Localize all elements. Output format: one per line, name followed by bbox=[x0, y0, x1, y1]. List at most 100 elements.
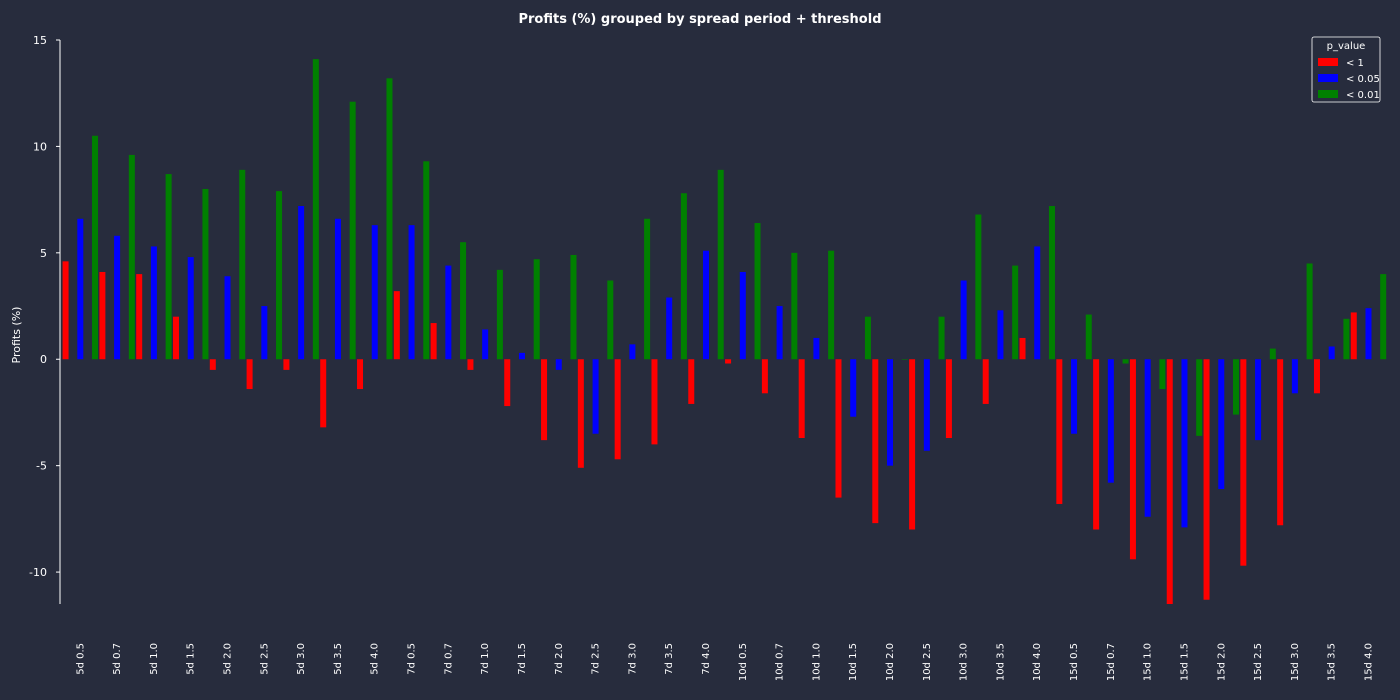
y-tick-label-4: 10 bbox=[33, 140, 47, 153]
bar-2-12 bbox=[533, 259, 540, 360]
bar-2-0 bbox=[92, 135, 99, 360]
bars-group bbox=[62, 59, 1387, 604]
bar-0-12 bbox=[504, 359, 511, 407]
x-tick-label-6: 5d 3.0 bbox=[296, 643, 307, 675]
y-tick-label-2: 0 bbox=[40, 353, 47, 366]
bar-0-32 bbox=[1240, 359, 1247, 566]
x-tick-label-19: 10d 0.7 bbox=[775, 643, 786, 681]
bar-2-25 bbox=[1012, 265, 1019, 360]
bar-1-24 bbox=[960, 280, 967, 360]
bar-1-21 bbox=[850, 359, 857, 417]
legend-swatch-2 bbox=[1318, 90, 1338, 98]
bar-0-26 bbox=[1019, 337, 1026, 360]
legend-label-1: < 0.05 bbox=[1346, 74, 1380, 85]
x-tick-label-35: 15d 4.0 bbox=[1363, 643, 1374, 681]
bar-0-11 bbox=[467, 359, 474, 370]
x-tick-label-18: 10d 0.5 bbox=[738, 643, 749, 681]
x-tick-label-2: 5d 1.0 bbox=[149, 643, 160, 675]
bar-0-5 bbox=[246, 359, 253, 390]
bar-0-18 bbox=[725, 359, 732, 364]
bar-2-7 bbox=[349, 101, 356, 360]
bar-1-18 bbox=[739, 271, 746, 360]
bar-1-11 bbox=[482, 329, 489, 360]
bar-2-17 bbox=[717, 169, 724, 360]
bar-0-10 bbox=[430, 323, 437, 360]
bar-0-17 bbox=[688, 359, 695, 404]
bar-0-29 bbox=[1129, 359, 1136, 560]
bar-2-5 bbox=[276, 191, 283, 360]
x-tick-label-0: 5d 0.5 bbox=[75, 643, 86, 675]
bar-2-16 bbox=[680, 193, 687, 360]
bar-2-4 bbox=[239, 169, 246, 360]
bar-2-21 bbox=[864, 316, 871, 360]
bar-0-24 bbox=[945, 359, 952, 438]
bar-0-16 bbox=[651, 359, 658, 445]
bar-2-23 bbox=[938, 316, 945, 360]
x-tick-label-9: 7d 0.5 bbox=[407, 643, 418, 675]
bar-1-33 bbox=[1291, 359, 1298, 394]
bar-0-35 bbox=[1350, 312, 1357, 360]
legend-swatch-0 bbox=[1318, 58, 1338, 66]
x-tick-label-12: 7d 1.5 bbox=[517, 643, 528, 675]
bar-2-30 bbox=[1196, 359, 1203, 436]
bar-0-1 bbox=[99, 271, 106, 360]
x-tick-label-4: 5d 2.0 bbox=[223, 643, 234, 675]
bar-2-18 bbox=[754, 223, 761, 360]
legend-label-2: < 0.01 bbox=[1346, 90, 1380, 101]
bar-0-7 bbox=[320, 359, 327, 428]
bar-1-23 bbox=[923, 359, 930, 451]
x-tick-label-15: 7d 3.0 bbox=[627, 643, 638, 675]
x-tick-label-1: 5d 0.7 bbox=[112, 643, 123, 675]
y-tick-label-3: 5 bbox=[40, 247, 47, 260]
bar-2-35 bbox=[1380, 274, 1387, 360]
bar-1-35 bbox=[1365, 308, 1372, 360]
x-tick-label-20: 10d 1.0 bbox=[811, 643, 822, 681]
bar-0-21 bbox=[835, 359, 842, 498]
bar-0-0 bbox=[62, 261, 69, 360]
legend-frame bbox=[1311, 36, 1381, 103]
x-tick-label-26: 10d 4.0 bbox=[1032, 643, 1043, 681]
x-axis-ticks: 5d 0.5 5d 0.7 5d 1.0 5d 1.5 5d 2.0 5d 2.5 5d 3… bbox=[75, 643, 1374, 681]
bar-2-14 bbox=[607, 280, 614, 360]
bar-1-26 bbox=[1034, 246, 1041, 360]
legend-swatch-1 bbox=[1318, 74, 1338, 82]
bar-2-26 bbox=[1048, 206, 1055, 360]
bar-1-9 bbox=[408, 225, 415, 360]
bar-0-4 bbox=[209, 359, 216, 370]
bar-2-11 bbox=[496, 269, 503, 360]
bar-1-28 bbox=[1107, 359, 1114, 483]
x-tick-label-29: 15d 1.0 bbox=[1143, 643, 1154, 681]
bar-2-34 bbox=[1343, 318, 1350, 360]
bar-1-2 bbox=[150, 246, 157, 360]
bar-2-33 bbox=[1306, 263, 1313, 360]
y-axis-label: Profits (%) bbox=[10, 307, 23, 364]
bar-0-23 bbox=[909, 359, 916, 530]
x-tick-label-11: 7d 1.0 bbox=[480, 643, 491, 675]
bar-1-6 bbox=[298, 206, 305, 360]
bar-2-32 bbox=[1269, 348, 1276, 360]
bar-0-2 bbox=[136, 274, 143, 360]
x-tick-label-17: 7d 4.0 bbox=[701, 643, 712, 675]
bar-2-13 bbox=[570, 254, 577, 360]
bar-0-19 bbox=[761, 359, 768, 394]
bar-1-12 bbox=[518, 352, 525, 360]
bar-2-2 bbox=[165, 174, 172, 360]
x-tick-label-10: 7d 0.7 bbox=[443, 643, 454, 675]
bar-0-14 bbox=[577, 359, 584, 468]
bar-2-10 bbox=[460, 242, 467, 360]
x-tick-label-31: 15d 2.0 bbox=[1216, 643, 1227, 681]
x-tick-label-5: 5d 2.5 bbox=[259, 643, 270, 675]
bar-1-16 bbox=[666, 297, 673, 360]
bar-1-29 bbox=[1144, 359, 1151, 517]
bar-0-8 bbox=[357, 359, 364, 390]
legend: p_value < 1 < 0.05 < 0.01 bbox=[1311, 36, 1381, 103]
x-tick-label-8: 5d 4.0 bbox=[370, 643, 381, 675]
bar-1-32 bbox=[1255, 359, 1262, 441]
bar-1-5 bbox=[261, 306, 268, 360]
bar-1-30 bbox=[1181, 359, 1188, 528]
bar-0-33 bbox=[1277, 359, 1284, 526]
bar-1-22 bbox=[887, 359, 894, 466]
bar-2-24 bbox=[975, 214, 982, 360]
bar-1-17 bbox=[702, 250, 709, 360]
